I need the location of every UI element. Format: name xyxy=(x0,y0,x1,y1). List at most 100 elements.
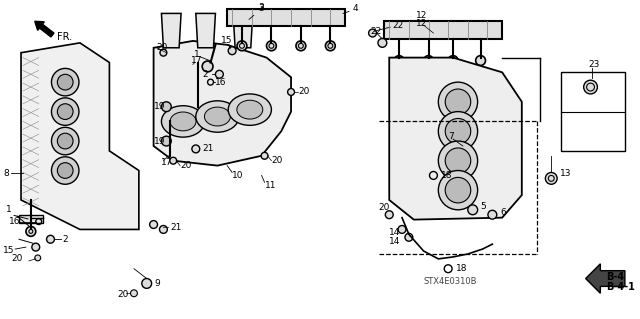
Circle shape xyxy=(378,39,387,47)
Ellipse shape xyxy=(170,112,196,131)
Text: 12: 12 xyxy=(416,11,427,20)
Text: 17: 17 xyxy=(191,56,202,65)
Polygon shape xyxy=(389,58,522,219)
Circle shape xyxy=(385,211,393,219)
Text: 16: 16 xyxy=(9,217,20,226)
Text: 20: 20 xyxy=(180,161,191,170)
Circle shape xyxy=(26,226,36,236)
Ellipse shape xyxy=(196,101,239,132)
Circle shape xyxy=(488,210,497,219)
Circle shape xyxy=(325,41,335,51)
Circle shape xyxy=(159,226,167,234)
Bar xyxy=(19,215,43,223)
Circle shape xyxy=(161,102,172,112)
Circle shape xyxy=(398,226,406,234)
Circle shape xyxy=(405,234,413,241)
Text: 18: 18 xyxy=(456,264,467,273)
Polygon shape xyxy=(233,13,253,48)
Circle shape xyxy=(150,221,157,228)
Text: 21: 21 xyxy=(170,223,182,232)
Circle shape xyxy=(545,173,557,184)
Circle shape xyxy=(58,104,73,119)
Circle shape xyxy=(476,56,486,65)
Circle shape xyxy=(58,74,73,90)
Circle shape xyxy=(35,255,41,261)
Circle shape xyxy=(438,171,477,210)
Polygon shape xyxy=(154,41,291,166)
Circle shape xyxy=(438,82,477,122)
Text: 5: 5 xyxy=(481,202,486,211)
Text: 8: 8 xyxy=(3,169,9,178)
Polygon shape xyxy=(21,43,139,229)
Circle shape xyxy=(261,152,268,159)
Text: 2: 2 xyxy=(62,235,68,244)
Circle shape xyxy=(296,41,306,51)
Text: 1: 1 xyxy=(194,50,200,59)
Text: 11: 11 xyxy=(264,181,276,190)
Circle shape xyxy=(369,29,376,37)
Circle shape xyxy=(438,112,477,151)
Text: 20: 20 xyxy=(12,254,22,263)
Text: 20: 20 xyxy=(298,87,309,96)
Circle shape xyxy=(445,89,471,115)
Text: 3: 3 xyxy=(259,3,264,12)
Circle shape xyxy=(445,177,471,203)
Circle shape xyxy=(438,141,477,180)
Circle shape xyxy=(237,41,247,51)
Text: 15: 15 xyxy=(3,246,15,255)
Circle shape xyxy=(170,157,177,164)
Circle shape xyxy=(58,133,73,149)
Bar xyxy=(227,9,345,26)
Text: 10: 10 xyxy=(232,171,244,180)
Text: 2: 2 xyxy=(203,70,208,79)
Circle shape xyxy=(51,68,79,96)
Text: 13: 13 xyxy=(560,169,572,178)
Circle shape xyxy=(58,163,73,178)
Text: 22: 22 xyxy=(371,26,382,36)
Text: 20: 20 xyxy=(117,290,129,299)
Bar xyxy=(561,72,625,151)
Circle shape xyxy=(584,80,597,94)
Text: 15: 15 xyxy=(221,36,233,45)
Text: 19: 19 xyxy=(154,137,165,145)
Text: STX4E0310B: STX4E0310B xyxy=(424,277,477,286)
Text: 19: 19 xyxy=(154,102,165,111)
Text: 3: 3 xyxy=(249,4,264,19)
Circle shape xyxy=(160,49,167,56)
Text: 20: 20 xyxy=(271,156,283,165)
FancyArrow shape xyxy=(35,21,54,37)
Text: 22: 22 xyxy=(392,21,403,30)
Circle shape xyxy=(228,47,236,55)
Circle shape xyxy=(445,118,471,144)
Circle shape xyxy=(142,278,152,288)
Text: 9: 9 xyxy=(155,279,160,288)
Circle shape xyxy=(445,148,471,174)
Circle shape xyxy=(202,61,213,72)
Text: 20: 20 xyxy=(378,203,390,212)
Text: 23: 23 xyxy=(589,60,600,69)
Bar xyxy=(385,21,502,39)
Circle shape xyxy=(424,56,433,65)
Text: 14: 14 xyxy=(389,237,401,246)
Text: 16: 16 xyxy=(216,78,227,87)
Circle shape xyxy=(448,56,458,65)
Circle shape xyxy=(216,70,223,78)
Text: 12: 12 xyxy=(416,19,427,28)
Polygon shape xyxy=(196,13,216,48)
Text: 14: 14 xyxy=(389,228,401,237)
Text: 21: 21 xyxy=(203,145,214,153)
Circle shape xyxy=(47,235,54,243)
Text: FR.: FR. xyxy=(58,32,72,42)
Text: 20: 20 xyxy=(157,43,168,52)
Polygon shape xyxy=(161,13,181,48)
Text: B-4: B-4 xyxy=(606,271,625,282)
Circle shape xyxy=(192,145,200,153)
Text: 17: 17 xyxy=(161,158,172,167)
Circle shape xyxy=(51,127,79,155)
Circle shape xyxy=(32,243,40,251)
Ellipse shape xyxy=(237,100,263,119)
Ellipse shape xyxy=(228,94,271,125)
Circle shape xyxy=(287,89,294,95)
Text: 6: 6 xyxy=(500,208,506,217)
Circle shape xyxy=(51,157,79,184)
